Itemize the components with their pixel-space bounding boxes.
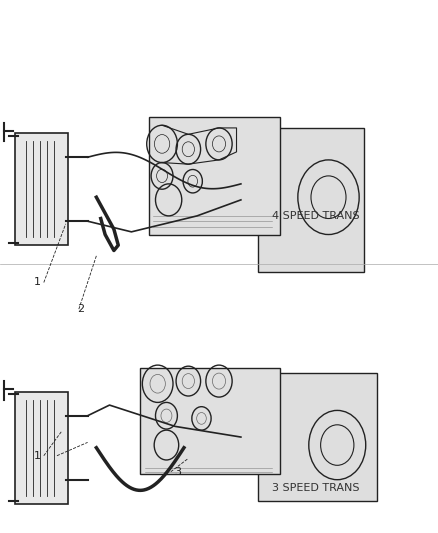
Text: 2: 2	[78, 304, 85, 314]
Text: 4 SPEED TRANS: 4 SPEED TRANS	[272, 211, 359, 221]
FancyBboxPatch shape	[140, 368, 280, 474]
Text: 3 SPEED TRANS: 3 SPEED TRANS	[272, 483, 359, 492]
FancyBboxPatch shape	[15, 392, 68, 504]
Text: 3: 3	[174, 467, 181, 477]
Text: 1: 1	[34, 278, 41, 287]
FancyBboxPatch shape	[258, 128, 364, 272]
FancyBboxPatch shape	[149, 117, 280, 235]
FancyBboxPatch shape	[15, 133, 68, 245]
Text: 1: 1	[34, 451, 41, 461]
FancyBboxPatch shape	[258, 373, 377, 501]
